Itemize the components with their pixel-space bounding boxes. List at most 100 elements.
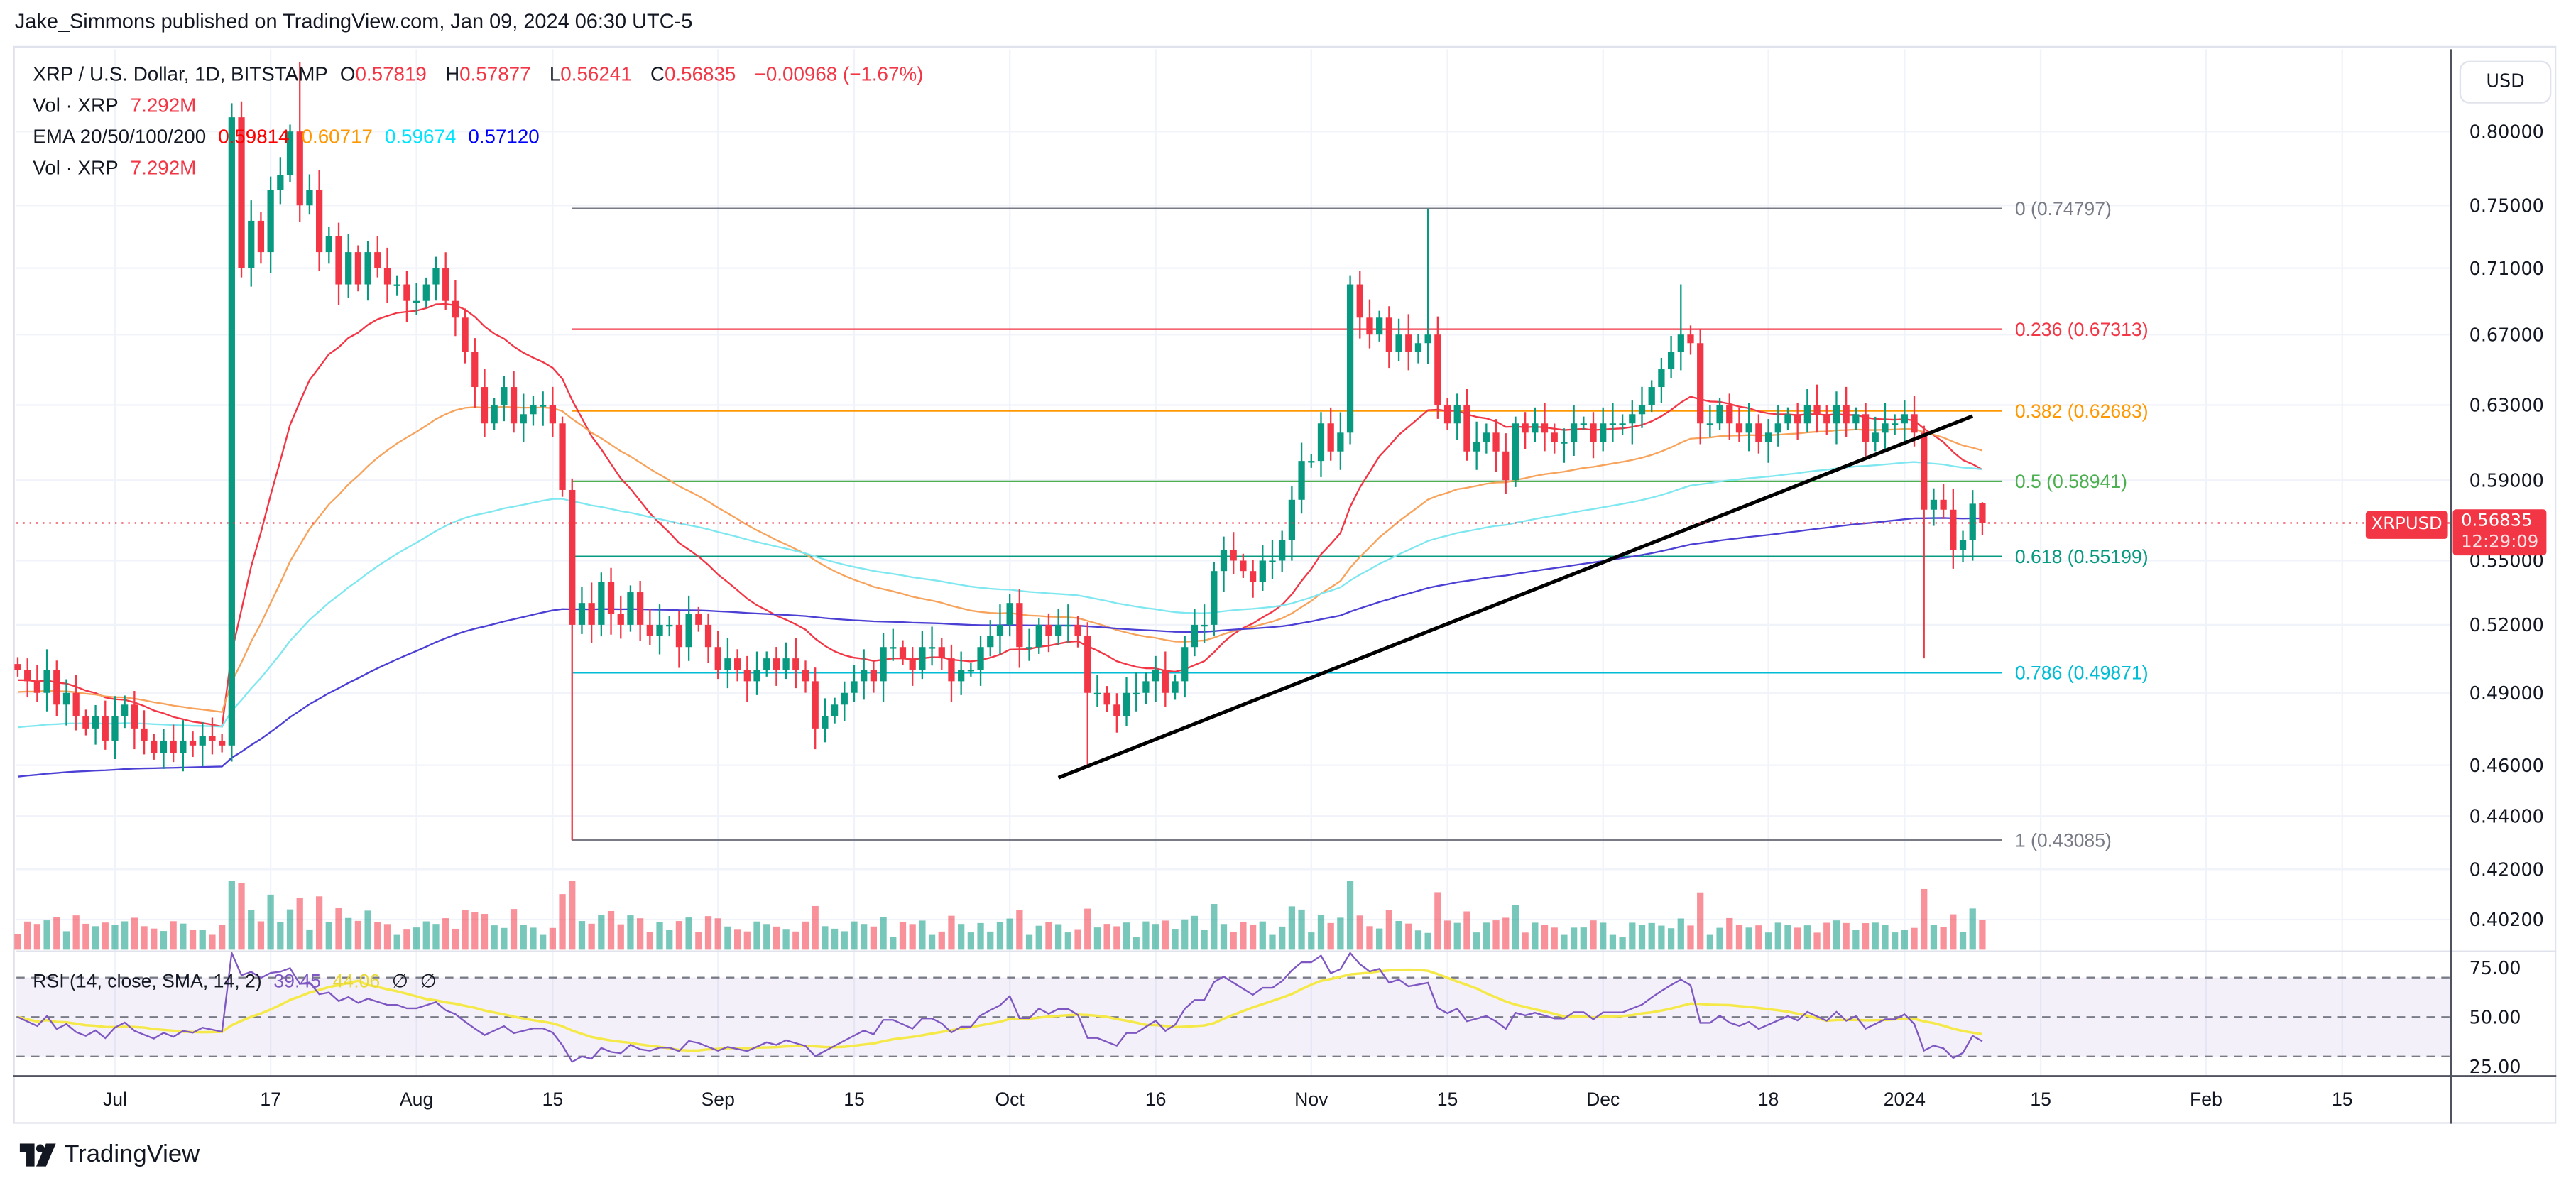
volume-bar — [1706, 934, 1714, 950]
candle — [1025, 628, 1033, 661]
candle — [1181, 636, 1189, 698]
candle — [510, 371, 518, 433]
volume-bar — [1979, 920, 1986, 950]
volume-bar — [851, 921, 858, 950]
volume-bar — [1317, 915, 1325, 950]
candle — [1813, 384, 1821, 433]
candle — [257, 212, 265, 264]
ema100-line — [17, 461, 1983, 729]
candle — [1697, 329, 1704, 445]
candle — [1522, 412, 1529, 449]
candle-body — [510, 387, 518, 424]
change-value: −0.00968 (−1.67%) — [754, 62, 924, 86]
time-tick-label: Dec — [1586, 1089, 1620, 1110]
candle-body — [325, 236, 332, 253]
candle — [1279, 530, 1286, 572]
tradingview-logo-text: TradingView — [64, 1140, 200, 1169]
candle — [861, 649, 868, 700]
candle — [1191, 609, 1199, 657]
candle-body — [841, 692, 848, 705]
volume-bar — [1045, 922, 1052, 950]
candle — [442, 252, 449, 310]
candle-body — [1512, 423, 1519, 481]
volume-bar — [1687, 925, 1694, 950]
time-tick-label: Sep — [702, 1089, 735, 1110]
volume-bar — [1473, 932, 1480, 950]
candle-body — [1677, 334, 1684, 352]
candle — [432, 256, 440, 301]
symbol-title[interactable]: XRP / U.S. Dollar, 1D, BITSTAMP — [33, 62, 328, 86]
ema50-line — [17, 405, 1983, 714]
price-tick-label: 0.52000 — [2469, 615, 2544, 636]
volume-bar — [92, 926, 99, 950]
candle — [228, 103, 235, 762]
candle — [1473, 421, 1480, 470]
volume-bar — [62, 931, 70, 950]
candle-body — [1892, 423, 1899, 425]
low-value: 0.56241 — [560, 62, 632, 86]
candle-body — [403, 284, 410, 301]
candle-body — [802, 670, 809, 682]
candle — [1376, 310, 1383, 342]
volume-bar — [1337, 917, 1344, 950]
volume-bar — [1512, 905, 1519, 950]
candle — [393, 275, 400, 296]
candle — [1901, 400, 1908, 445]
volume-bar — [1794, 927, 1801, 950]
volume-bar — [928, 934, 936, 950]
volume-bar — [160, 931, 168, 950]
candle — [1269, 540, 1276, 579]
candle-body — [1298, 461, 1305, 500]
tradingview-logo-icon — [19, 1143, 56, 1166]
candle — [1541, 403, 1549, 452]
volume-bar — [1443, 920, 1451, 950]
volume-bar — [151, 928, 158, 950]
volume-bar — [1551, 927, 1558, 950]
volume-bar — [812, 905, 819, 950]
fib-level-label: 0.618 (0.55199) — [2015, 546, 2149, 567]
candle — [131, 691, 138, 750]
volume-bar — [1142, 921, 1150, 950]
candle — [1843, 386, 1850, 437]
volume-bar — [704, 916, 712, 950]
volume-bar — [1395, 920, 1402, 950]
volume-bar — [1735, 925, 1743, 950]
volume-label-2[interactable]: Vol · XRP — [33, 156, 119, 180]
close-label: C — [650, 62, 665, 86]
volume-bar — [598, 914, 605, 950]
candle — [315, 170, 323, 271]
volume-bar — [1764, 932, 1772, 950]
volume-label[interactable]: Vol · XRP — [33, 93, 119, 117]
volume-bar — [219, 925, 226, 950]
candle-body — [422, 284, 430, 301]
candle — [286, 124, 294, 182]
candle-body — [851, 681, 858, 693]
price-tick-label: 0.59000 — [2469, 470, 2544, 491]
candle-body — [1745, 423, 1752, 433]
volume-bar — [1726, 917, 1733, 950]
candle-body — [1376, 317, 1383, 335]
tradingview-logo[interactable]: TradingView — [19, 1140, 200, 1169]
time-tick-label: Aug — [400, 1089, 433, 1110]
rsi-label[interactable]: RSI (14, close, SMA, 14, 2) — [33, 972, 262, 993]
volume-bar — [656, 922, 663, 950]
candle — [1726, 393, 1733, 440]
candle — [1687, 325, 1694, 355]
volume-bar — [743, 931, 751, 950]
candle — [1443, 398, 1451, 430]
volume-bar — [1911, 927, 1918, 950]
volume-bar — [559, 894, 566, 950]
candle — [724, 638, 731, 689]
currency-button[interactable]: USD — [2459, 60, 2552, 104]
volume-bar — [841, 931, 848, 950]
ema-label[interactable]: EMA 20/50/100/200 — [33, 124, 207, 148]
volume-bar — [510, 909, 518, 950]
candle — [1512, 416, 1519, 487]
volume-bar — [199, 930, 206, 950]
candle — [607, 567, 615, 635]
volume-bar — [782, 929, 790, 950]
volume-bar — [1025, 934, 1033, 950]
candle-body — [442, 268, 449, 301]
volume-bar — [141, 926, 148, 950]
